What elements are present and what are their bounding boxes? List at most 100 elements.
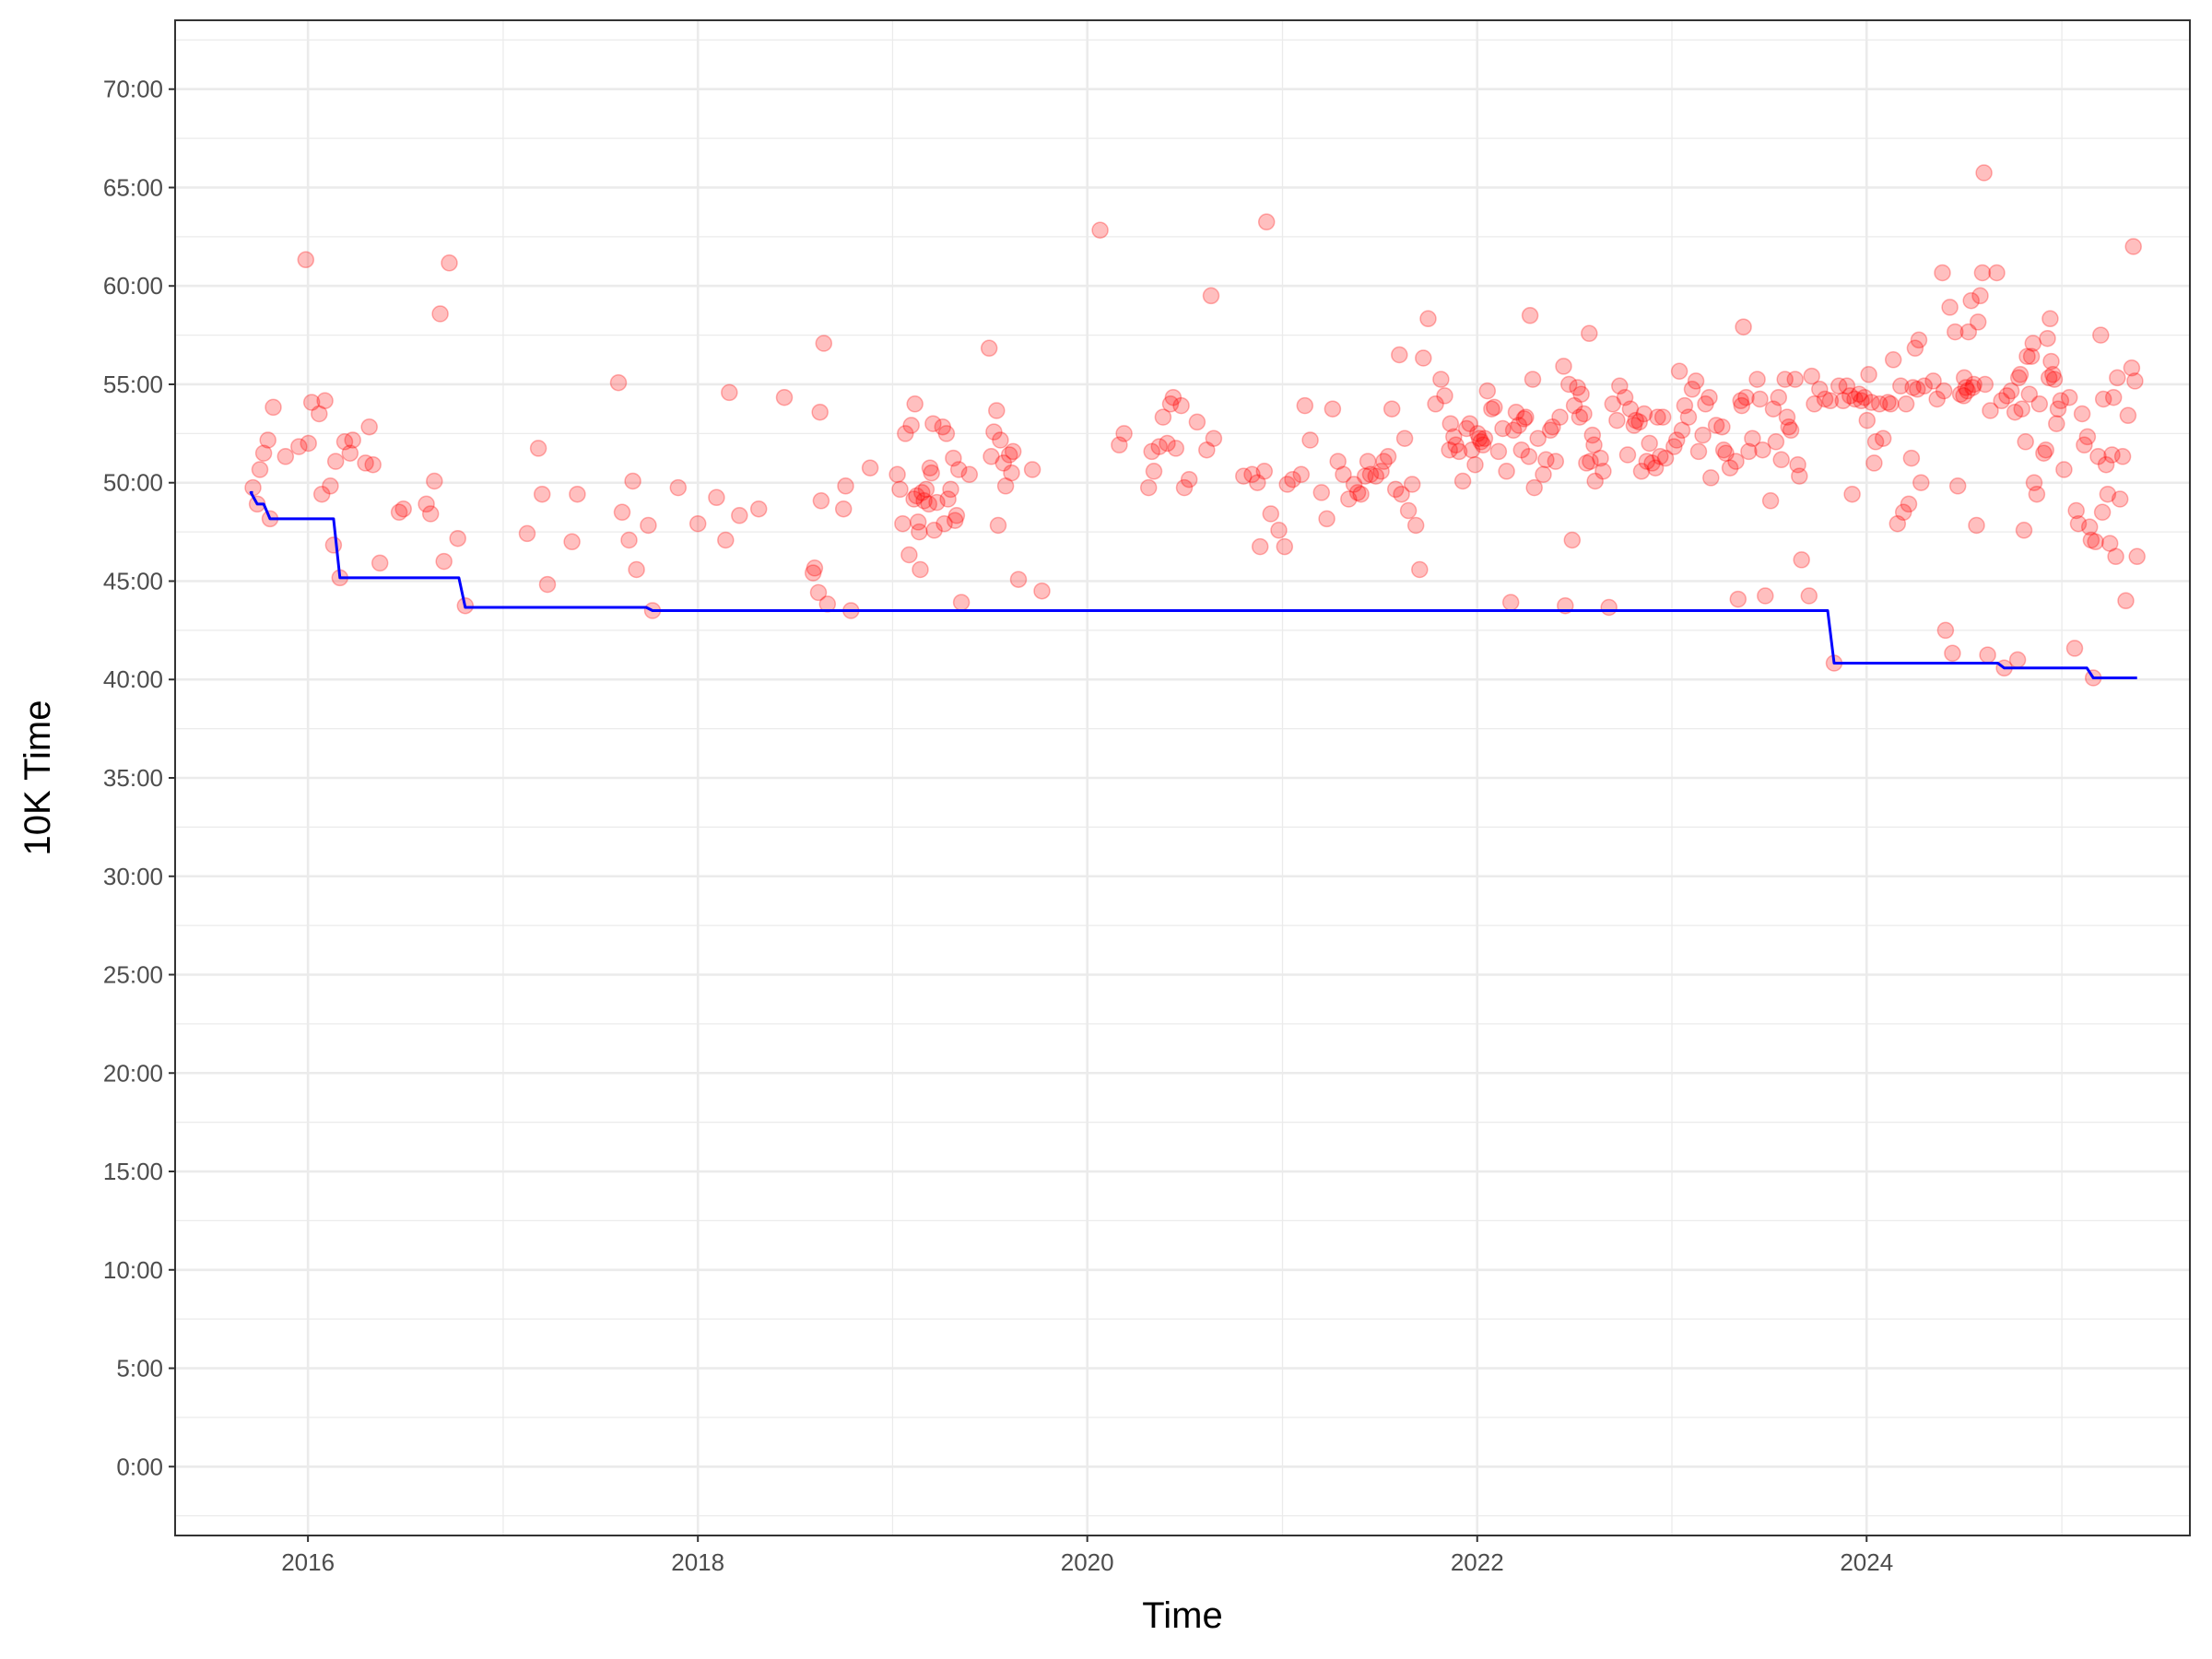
data-point (1892, 377, 1910, 395)
data-point (1632, 463, 1651, 480)
data-point (1395, 429, 1414, 447)
data-point (915, 492, 933, 510)
data-point (1586, 472, 1604, 490)
data-point (1638, 453, 1656, 470)
data-point (2124, 238, 2142, 255)
data-point (2052, 392, 2070, 410)
data-point (1276, 537, 1294, 556)
data-point (1935, 382, 1953, 400)
data-point (913, 484, 931, 501)
data-point (1897, 395, 1915, 413)
data-point (1525, 478, 1543, 497)
data-point (2045, 371, 2064, 388)
data-point (1474, 436, 1492, 454)
data-point (1821, 392, 1840, 410)
data-point (1965, 375, 1983, 394)
data-point (1732, 392, 1749, 410)
data-point (2067, 501, 2085, 520)
data-point (394, 500, 412, 518)
data-point (937, 425, 956, 442)
data-point (1476, 429, 1494, 447)
data-point (1744, 429, 1761, 447)
data-point (1585, 436, 1603, 454)
data-point (2078, 428, 2097, 446)
data-point (2082, 531, 2100, 549)
data-point (1735, 318, 1752, 335)
data-point (1393, 485, 1410, 503)
data-point (533, 485, 551, 503)
data-point (1912, 474, 1930, 491)
data-point (1721, 459, 1739, 477)
data-point (669, 478, 688, 497)
data-point (2013, 400, 2030, 418)
data-point (1902, 449, 1921, 467)
y-tick-label: 5:00 (116, 1355, 163, 1382)
data-point (2093, 503, 2112, 522)
data-point (1717, 444, 1735, 462)
data-point (1667, 431, 1686, 449)
data-point (1646, 459, 1665, 477)
data-point (1683, 381, 1701, 398)
data-point (1782, 421, 1800, 440)
data-point (1761, 492, 1780, 510)
y-tick-label: 15:00 (103, 1158, 163, 1185)
data-point (1472, 433, 1490, 451)
data-point (2008, 651, 2027, 669)
data-point (2042, 352, 2060, 371)
data-point (1296, 396, 1314, 415)
data-point (1164, 388, 1182, 406)
data-point (1575, 405, 1593, 423)
data-point (2044, 366, 2062, 383)
data-point (2119, 406, 2137, 425)
data-point (1581, 324, 1598, 343)
data-point (812, 492, 830, 510)
data-point (1292, 465, 1311, 484)
data-point (1866, 433, 1885, 451)
data-point (1600, 598, 1618, 617)
data-point (905, 490, 923, 508)
data-point (1255, 463, 1274, 480)
data-point (1583, 426, 1602, 444)
data-point (982, 448, 1000, 465)
data-point (1512, 441, 1531, 459)
data-point (1345, 476, 1363, 493)
data-point (2113, 448, 2132, 465)
data-point (518, 524, 536, 543)
data-point (1858, 411, 1877, 429)
data-point (1934, 264, 1951, 282)
data-point (1630, 413, 1648, 431)
data-point (1793, 551, 1810, 569)
data-point (960, 465, 979, 484)
data-point (2055, 461, 2073, 478)
y-tick-label: 50:00 (103, 469, 163, 497)
data-point (364, 455, 382, 474)
data-point (311, 405, 328, 423)
data-point (1382, 400, 1401, 418)
data-point (1504, 421, 1523, 440)
data-point (2065, 640, 2084, 657)
data-point (1928, 390, 1946, 408)
data-point (360, 418, 378, 436)
data-point (1733, 396, 1751, 415)
data-point (806, 559, 824, 577)
data-point (721, 383, 738, 402)
data-point (1748, 371, 1766, 388)
data-point (1806, 395, 1823, 413)
data-point (1111, 436, 1128, 454)
data-point (1853, 392, 1870, 410)
y-tick-label: 20:00 (103, 1059, 163, 1087)
data-point (1466, 455, 1484, 474)
data-point (1855, 388, 1874, 406)
data-point (569, 485, 586, 503)
data-point (1846, 390, 1864, 408)
data-point (2126, 372, 2144, 390)
data-point (1791, 467, 1808, 485)
data-point (1850, 385, 1868, 403)
data-point (1180, 470, 1198, 488)
data-point (2002, 382, 2020, 400)
data-point (1811, 381, 1829, 398)
data-point (1406, 516, 1425, 535)
data-point (1592, 449, 1609, 467)
data-point (1884, 351, 1902, 369)
